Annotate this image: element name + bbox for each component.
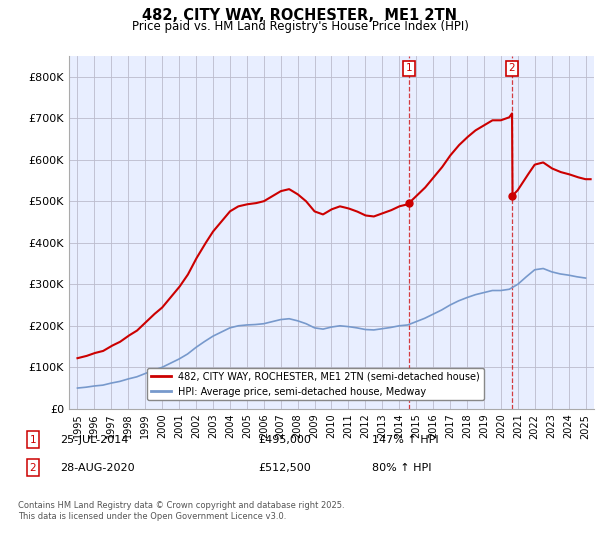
Text: 2: 2 — [29, 463, 37, 473]
Text: 25-JUL-2014: 25-JUL-2014 — [60, 435, 128, 445]
Text: £495,000: £495,000 — [258, 435, 311, 445]
Text: £512,500: £512,500 — [258, 463, 311, 473]
Text: 28-AUG-2020: 28-AUG-2020 — [60, 463, 134, 473]
Text: Price paid vs. HM Land Registry's House Price Index (HPI): Price paid vs. HM Land Registry's House … — [131, 20, 469, 32]
Text: 147% ↑ HPI: 147% ↑ HPI — [372, 435, 439, 445]
Text: Contains HM Land Registry data © Crown copyright and database right 2025.
This d: Contains HM Land Registry data © Crown c… — [18, 501, 344, 521]
Text: 80% ↑ HPI: 80% ↑ HPI — [372, 463, 431, 473]
Text: 482, CITY WAY, ROCHESTER,  ME1 2TN: 482, CITY WAY, ROCHESTER, ME1 2TN — [143, 8, 458, 24]
Legend: 482, CITY WAY, ROCHESTER, ME1 2TN (semi-detached house), HPI: Average price, sem: 482, CITY WAY, ROCHESTER, ME1 2TN (semi-… — [148, 368, 484, 400]
Text: 1: 1 — [29, 435, 37, 445]
Text: 1: 1 — [406, 63, 412, 73]
Text: 2: 2 — [509, 63, 515, 73]
